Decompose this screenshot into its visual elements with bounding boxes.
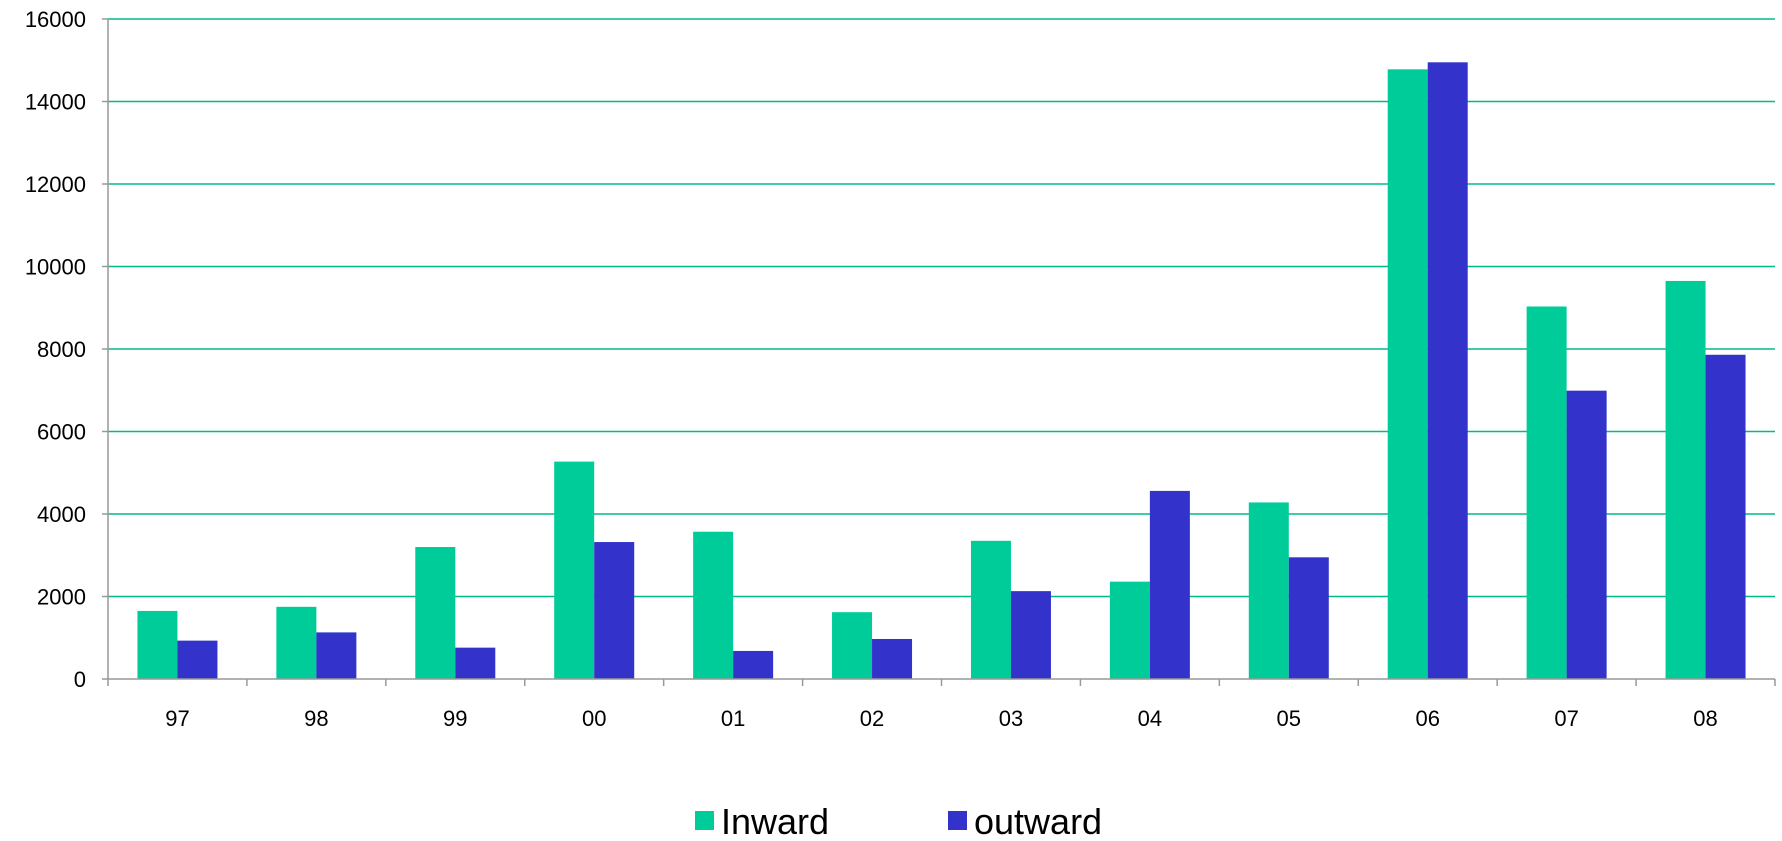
- y-tick-label: 2000: [37, 585, 86, 610]
- y-tick-label: 16000: [25, 7, 86, 32]
- bar-outward-05: [1288, 557, 1329, 679]
- bar-outward-08: [1705, 354, 1746, 679]
- bar-outward-01: [733, 650, 774, 679]
- y-tick-label: 14000: [25, 90, 86, 115]
- x-axis-tick-labels: 97 98 99 00 01 02 03 04 05 06 07 08: [165, 706, 1718, 731]
- x-tick-label: 06: [1415, 706, 1439, 731]
- x-tick-label: 08: [1693, 706, 1717, 731]
- x-tick-label: 05: [1277, 706, 1301, 731]
- legend-swatch: [948, 811, 967, 830]
- x-tick-label: 00: [582, 706, 606, 731]
- bar-inward-07: [1526, 306, 1567, 679]
- legend-item-inward: Inward: [695, 801, 829, 841]
- bar-outward-98: [316, 632, 357, 679]
- y-tick-label: 12000: [25, 172, 86, 197]
- bar-inward-08: [1665, 280, 1706, 679]
- y-tick-label: 10000: [25, 255, 86, 280]
- axes: [102, 18, 1776, 686]
- bars: [137, 62, 1746, 679]
- bar-inward-99: [415, 547, 456, 679]
- gridlines: [108, 18, 1775, 598]
- bar-inward-00: [554, 461, 595, 679]
- legend-swatch: [695, 811, 714, 830]
- y-tick-label: 0: [74, 667, 86, 692]
- bar-outward-06: [1427, 62, 1468, 679]
- y-tick-label: 4000: [37, 502, 86, 527]
- y-tick-label: 6000: [37, 420, 86, 445]
- x-tick-label: 99: [443, 706, 467, 731]
- x-tick-label: 07: [1554, 706, 1578, 731]
- x-tick-label: 01: [721, 706, 745, 731]
- legend-label: Inward: [721, 801, 829, 841]
- bar-inward-03: [970, 540, 1011, 679]
- bar-outward-03: [1010, 591, 1051, 679]
- x-tick-label: 02: [860, 706, 884, 731]
- y-tick-label: 8000: [37, 337, 86, 362]
- bar-outward-99: [455, 647, 496, 679]
- bar-inward-98: [276, 606, 317, 679]
- bar-outward-02: [872, 638, 913, 679]
- x-tick-label: 04: [1138, 706, 1162, 731]
- bar-outward-00: [594, 542, 635, 679]
- x-tick-label: 03: [999, 706, 1023, 731]
- bar-inward-97: [137, 610, 178, 679]
- bar-outward-97: [177, 640, 218, 679]
- bar-inward-05: [1248, 502, 1289, 679]
- bar-inward-02: [832, 612, 873, 679]
- bar-inward-06: [1387, 69, 1428, 679]
- y-axis-tick-labels: 0 2000 4000 6000 8000 10000 12000 14000 16000: [25, 7, 86, 692]
- x-tick-label: 97: [165, 706, 189, 731]
- legend: Inward outward: [695, 801, 1102, 841]
- legend-label: outward: [974, 801, 1102, 841]
- x-tick-label: 98: [304, 706, 328, 731]
- legend-item-outward: outward: [948, 801, 1102, 841]
- bar-outward-04: [1149, 490, 1190, 679]
- bar-inward-04: [1109, 581, 1150, 679]
- bar-outward-07: [1566, 390, 1607, 679]
- bar-inward-01: [693, 531, 734, 679]
